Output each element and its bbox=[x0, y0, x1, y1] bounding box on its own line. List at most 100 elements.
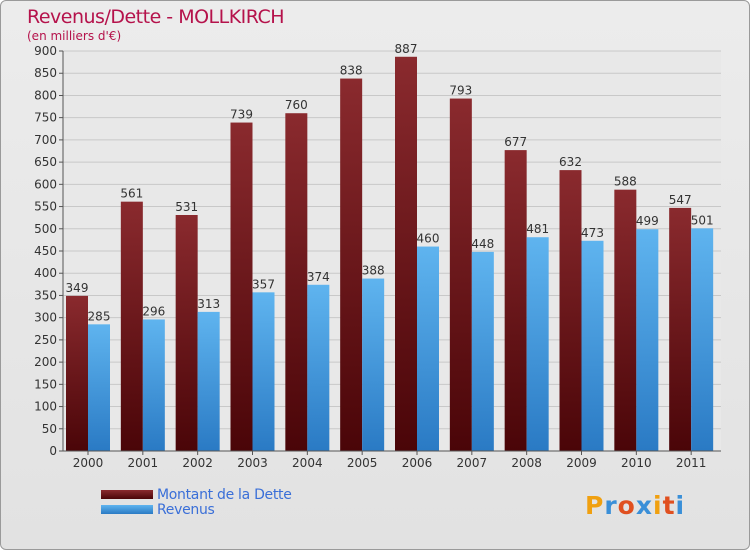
y-tick-label: 500 bbox=[34, 222, 57, 236]
data-label-revenue-2001: 296 bbox=[142, 304, 165, 318]
bar-debt-2008 bbox=[504, 150, 527, 451]
x-tick-label: 2008 bbox=[511, 456, 542, 470]
data-label-debt-2000: 349 bbox=[66, 281, 89, 295]
x-tick-label: 2010 bbox=[621, 456, 652, 470]
bar-debt-2009 bbox=[559, 170, 582, 451]
x-tick-label: 2005 bbox=[347, 456, 378, 470]
logo-letter: r bbox=[604, 491, 618, 520]
bar-revenue-2004 bbox=[307, 284, 330, 451]
y-tick-label: 850 bbox=[34, 66, 57, 80]
bar-debt-2006 bbox=[395, 56, 417, 452]
legend: Montant de la Dette Revenus bbox=[101, 486, 292, 518]
y-tick-label: 750 bbox=[34, 111, 57, 125]
bar-revenue-2009 bbox=[581, 240, 604, 451]
data-label-revenue-2010: 499 bbox=[636, 214, 659, 228]
data-label-debt-2007: 793 bbox=[449, 84, 472, 98]
x-tick-label: 2006 bbox=[402, 456, 433, 470]
bar-debt-2000 bbox=[66, 295, 88, 451]
bar-revenue-2001 bbox=[142, 319, 165, 451]
y-tick-label: 550 bbox=[34, 200, 57, 214]
data-label-revenue-2009: 473 bbox=[581, 226, 604, 240]
data-label-debt-2005: 838 bbox=[340, 64, 363, 78]
legend-item-revenue: Revenus bbox=[101, 501, 292, 518]
y-tick-label: 400 bbox=[34, 266, 57, 280]
data-label-debt-2011: 547 bbox=[669, 193, 692, 207]
y-tick-label: 250 bbox=[34, 333, 57, 347]
y-tick-label: 700 bbox=[34, 133, 57, 147]
bar-debt-2007 bbox=[449, 98, 472, 452]
legend-label-debt: Montant de la Dette bbox=[157, 486, 292, 503]
bar-revenue-2003 bbox=[252, 292, 275, 451]
y-tick-label: 300 bbox=[34, 311, 57, 325]
bar-revenue-2002 bbox=[197, 311, 220, 451]
y-tick-label: 100 bbox=[34, 400, 57, 414]
y-tick-label: 200 bbox=[34, 355, 57, 369]
data-label-revenue-2002: 313 bbox=[197, 297, 220, 311]
x-tick-label: 2004 bbox=[292, 456, 323, 470]
bar-debt-2001 bbox=[120, 201, 143, 451]
y-tick-label: 150 bbox=[34, 377, 57, 391]
x-tick-label: 2000 bbox=[73, 456, 104, 470]
data-label-revenue-2005: 388 bbox=[362, 264, 385, 278]
grid-lines bbox=[63, 50, 721, 452]
y-tick-label: 600 bbox=[34, 177, 57, 191]
proxiti-logo: Proxiti bbox=[585, 491, 685, 520]
bar-debt-2004 bbox=[285, 113, 308, 451]
data-label-debt-2002: 531 bbox=[175, 200, 198, 214]
x-tick-label: 2003 bbox=[237, 456, 268, 470]
data-label-revenue-2007: 448 bbox=[471, 237, 494, 251]
chart-title: Revenus/Dette - MOLLKIRCH bbox=[27, 6, 285, 28]
bar-revenue-2008 bbox=[526, 237, 549, 451]
data-label-debt-2004: 760 bbox=[285, 98, 308, 112]
y-axis: 0 50 100 150 200 250 300 350 400 450 500 550 600 650 7… bbox=[34, 44, 64, 458]
x-tick-label: 2009 bbox=[566, 456, 597, 470]
data-label-debt-2001: 561 bbox=[120, 187, 143, 201]
legend-swatch-debt bbox=[101, 490, 153, 499]
bar-debt-2010 bbox=[614, 189, 637, 451]
bar-debt-2011 bbox=[669, 207, 692, 451]
y-tick-label: 650 bbox=[34, 155, 57, 169]
y-tick-label: 350 bbox=[34, 288, 57, 302]
x-tick-label: 2007 bbox=[457, 456, 488, 470]
logo-letter: x bbox=[635, 491, 653, 520]
data-label-revenue-2003: 357 bbox=[252, 277, 275, 291]
x-tick-label: 2001 bbox=[128, 456, 159, 470]
bar-revenue-2011 bbox=[691, 228, 714, 451]
bar-debt-2005 bbox=[340, 78, 363, 452]
data-label-debt-2010: 588 bbox=[614, 175, 637, 189]
legend-label-revenue: Revenus bbox=[157, 501, 215, 518]
data-label-revenue-2008: 481 bbox=[526, 222, 549, 236]
y-tick-label: 900 bbox=[34, 44, 57, 58]
data-label-revenue-2006: 460 bbox=[417, 232, 440, 246]
data-label-revenue-2011: 501 bbox=[691, 213, 714, 227]
logo-letter: P bbox=[585, 491, 605, 520]
data-label-debt-2003: 739 bbox=[230, 108, 253, 122]
logo-letter: i bbox=[653, 491, 663, 520]
data-label-debt-2006: 887 bbox=[395, 42, 418, 56]
y-tick-label: 50 bbox=[42, 422, 57, 436]
x-tick-label: 2002 bbox=[182, 456, 213, 470]
data-label-debt-2008: 677 bbox=[504, 135, 527, 149]
bar-debt-2003 bbox=[230, 122, 253, 452]
bar-revenue-2010 bbox=[636, 229, 659, 451]
y-tick-label: 450 bbox=[34, 244, 57, 258]
logo-letter: o bbox=[617, 491, 636, 520]
bar-revenue-2000 bbox=[88, 324, 110, 451]
data-label-revenue-2000: 285 bbox=[88, 309, 111, 323]
data-label-debt-2009: 632 bbox=[559, 155, 582, 169]
logo-letter: t bbox=[662, 491, 676, 520]
x-tick-label: 2011 bbox=[676, 456, 707, 470]
y-tick-label: 0 bbox=[49, 444, 57, 458]
y-tick-label: 800 bbox=[34, 88, 57, 102]
bars-group: 349 285 561 296 531 313 739 357 760 374 838 388 887 4… bbox=[66, 42, 714, 452]
legend-item-debt: Montant de la Dette bbox=[101, 486, 292, 503]
chart-subtitle: (en milliers d'€) bbox=[27, 29, 122, 43]
bar-revenue-2007 bbox=[471, 251, 494, 451]
bar-revenue-2006 bbox=[417, 246, 439, 451]
x-axis: 2000 2001 2002 2003 2004 2005 2006 2007 2008 2009… bbox=[63, 450, 721, 470]
logo-letter: i bbox=[675, 491, 686, 520]
legend-swatch-revenue bbox=[101, 505, 153, 514]
bar-debt-2002 bbox=[175, 215, 198, 451]
